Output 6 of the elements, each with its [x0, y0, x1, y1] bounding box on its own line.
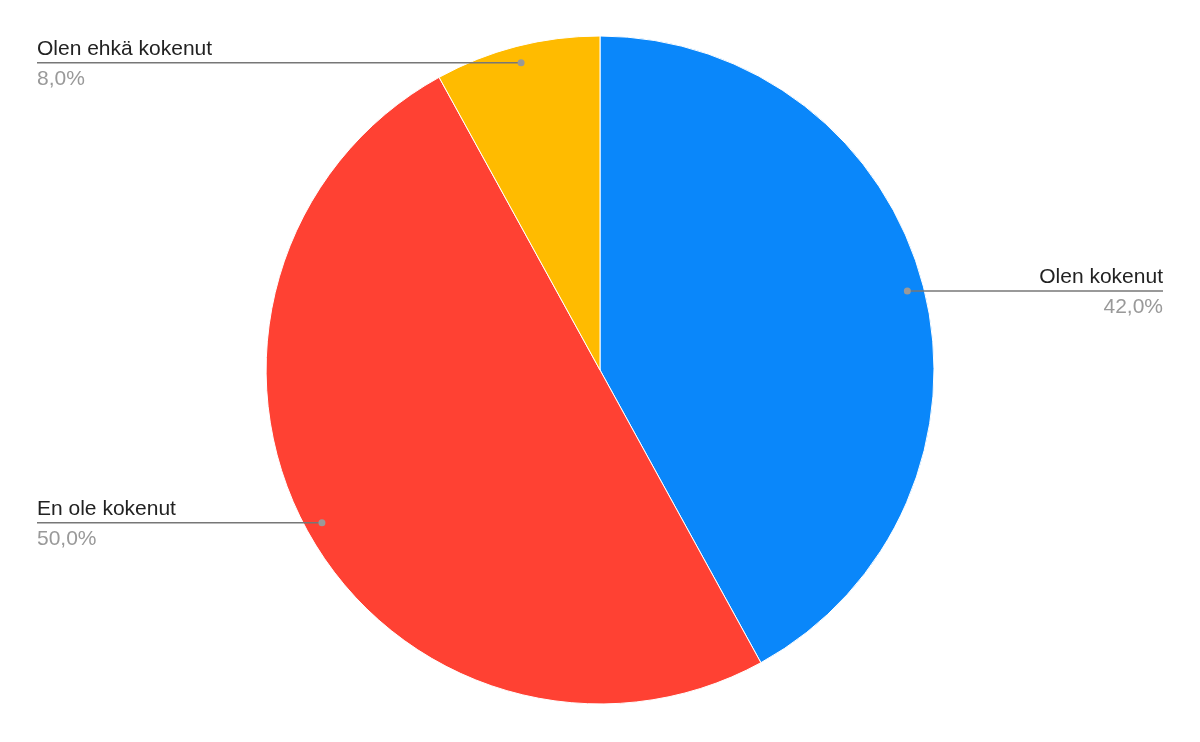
- data-label: 42,0%: [1103, 294, 1163, 318]
- slice-label: Olen kokenut: [1039, 264, 1164, 288]
- data-label: 50,0%: [37, 525, 97, 549]
- slice-label: En ole kokenut: [37, 495, 177, 519]
- data-label: 8,0%: [37, 65, 85, 89]
- slice-label: Olen ehkä kokenut: [37, 35, 213, 59]
